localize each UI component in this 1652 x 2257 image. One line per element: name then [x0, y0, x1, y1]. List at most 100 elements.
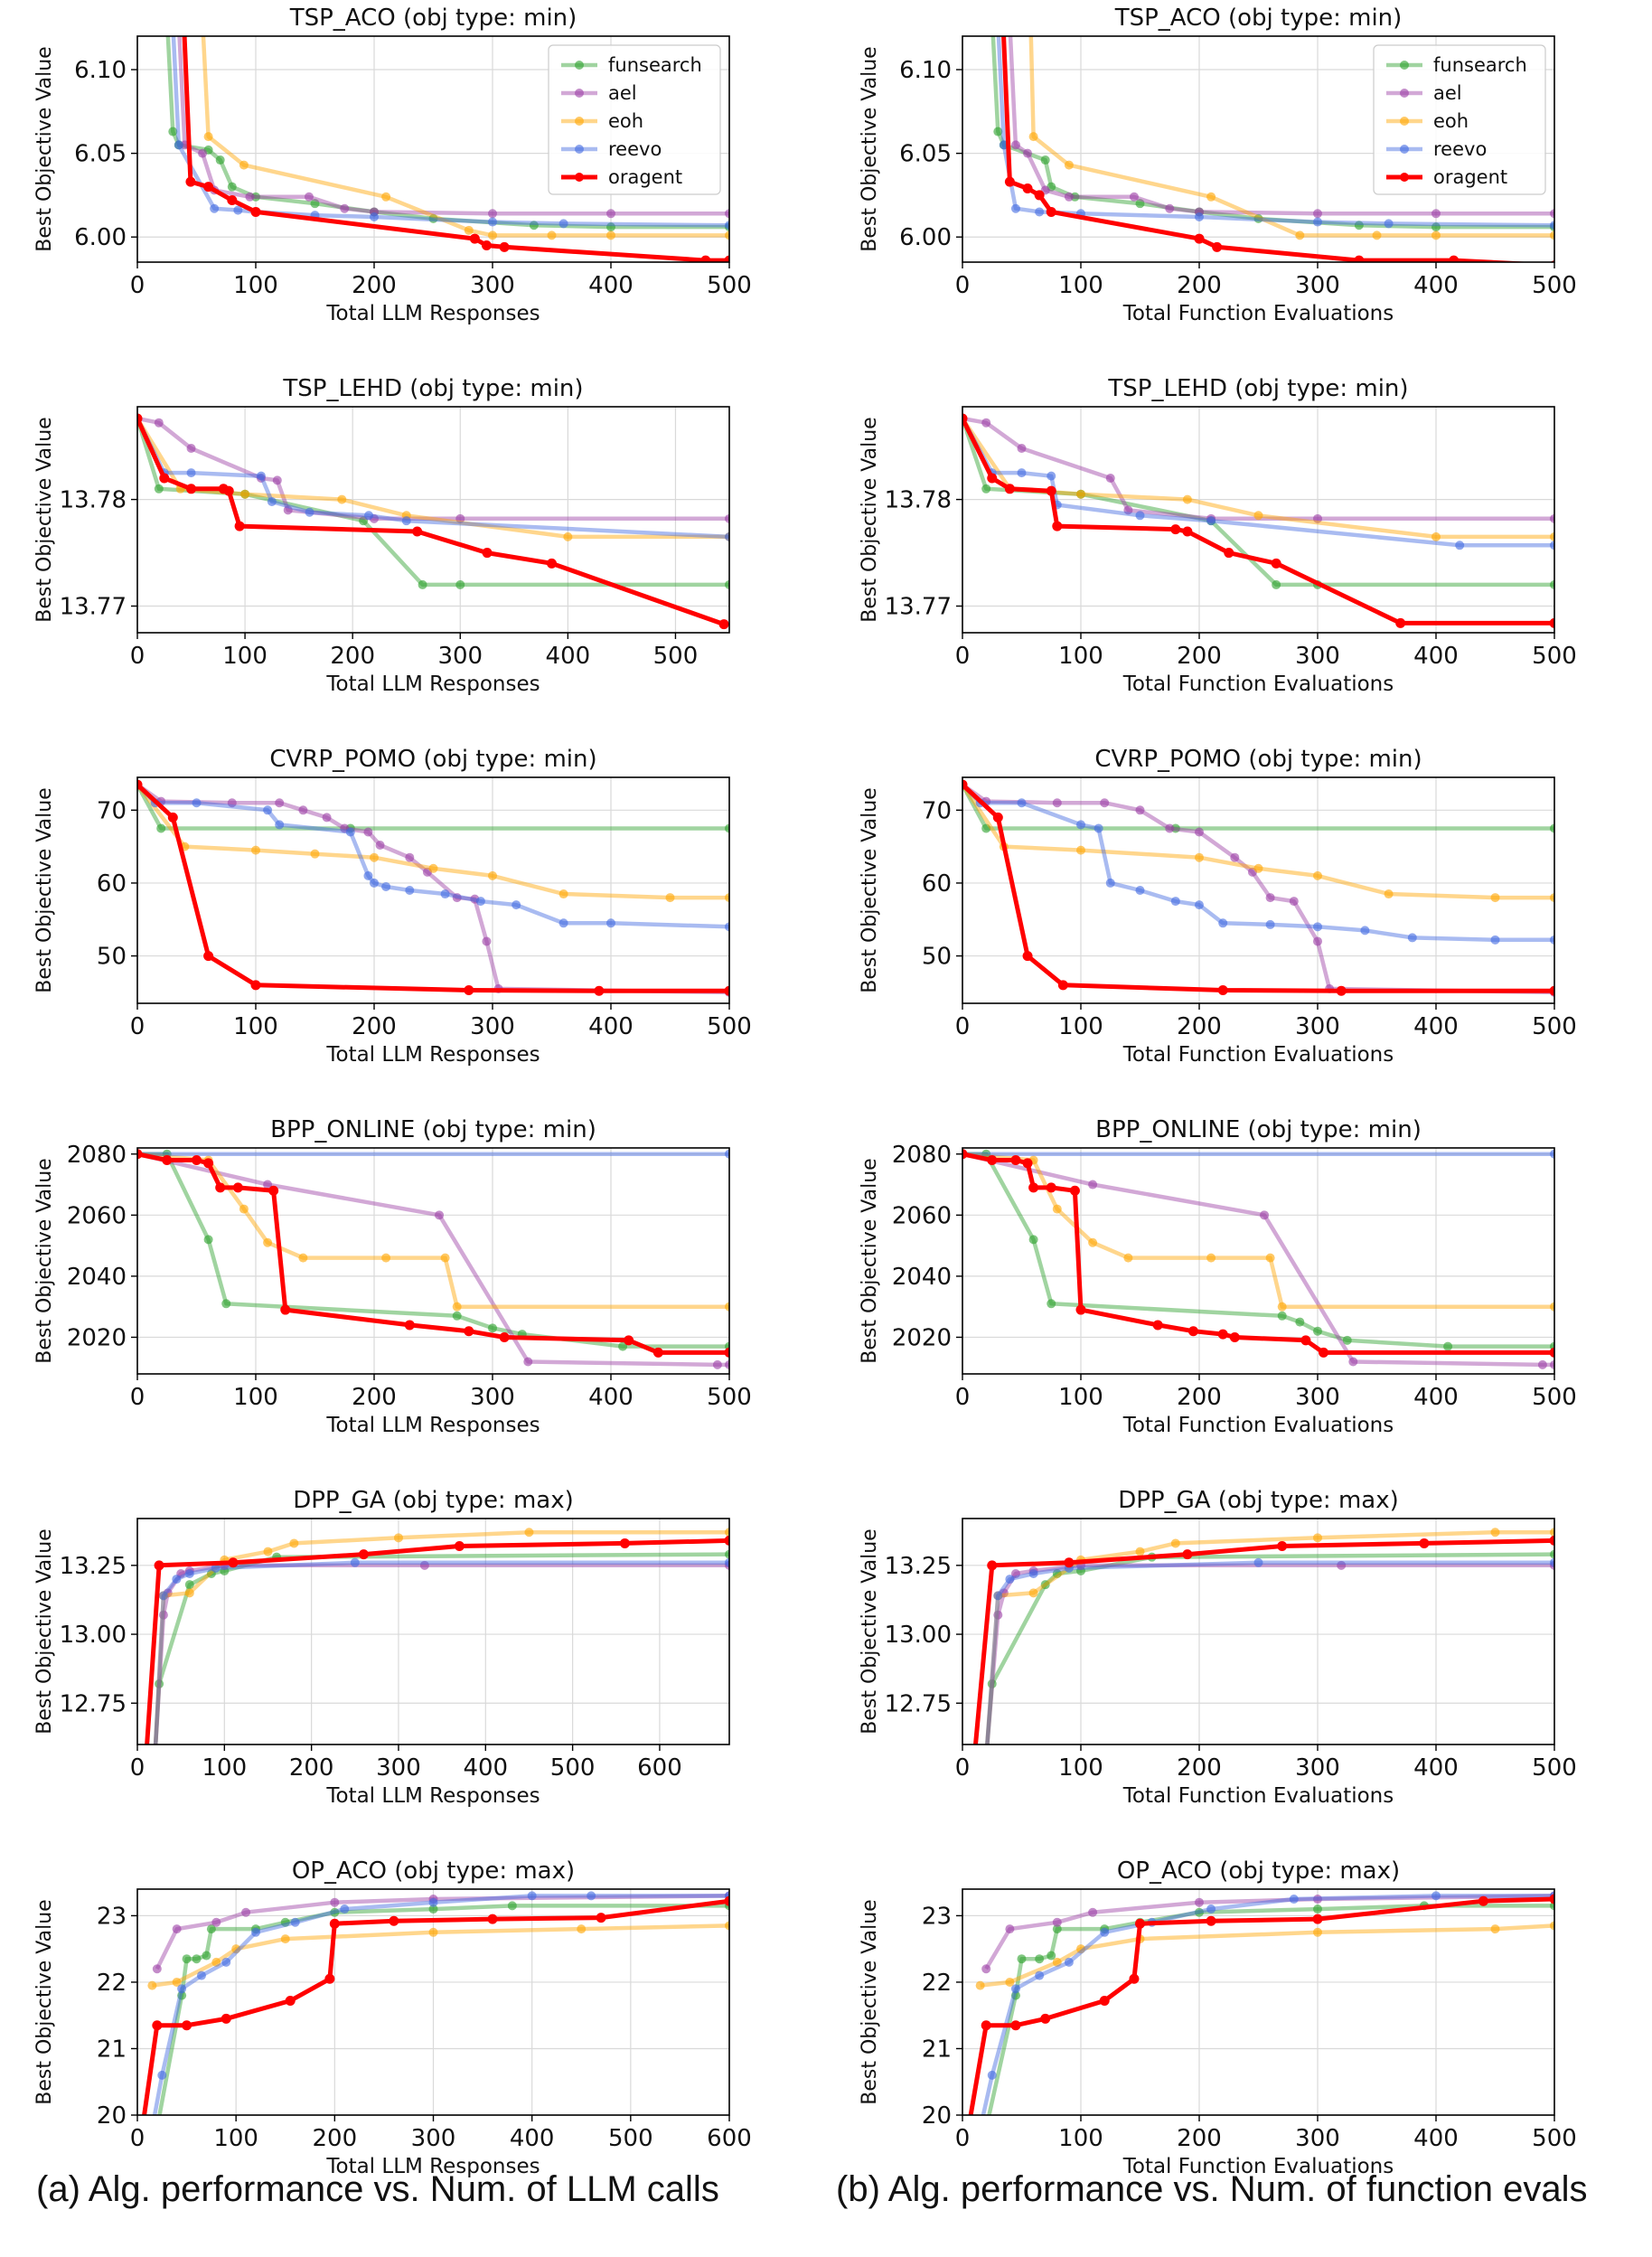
- series-point-oragent: [268, 1185, 279, 1196]
- series-point-funsearch: [182, 1954, 192, 1964]
- series-point-oragent: [215, 1182, 226, 1193]
- series-point-oragent: [487, 1914, 498, 1924]
- series-point-reevo: [1550, 221, 1554, 230]
- series-point-oragent: [652, 1347, 663, 1358]
- series-point-oragent: [1004, 484, 1015, 494]
- series-point-eoh: [147, 1980, 157, 1990]
- series-point-reevo: [1289, 1895, 1299, 1904]
- x-tick-label: 100: [1058, 1754, 1103, 1782]
- series-point-oragent: [962, 1149, 968, 1160]
- x-tick-label: 500: [1532, 1384, 1577, 1411]
- series-point-funsearch: [155, 1679, 164, 1688]
- x-tick-label: 0: [130, 643, 145, 670]
- series-point-oragent: [152, 2020, 163, 2031]
- series-point-reevo: [275, 820, 285, 830]
- axes-frame: [962, 1147, 1555, 1375]
- series-point-eoh: [1028, 132, 1038, 142]
- x-tick-label: 500: [653, 643, 699, 670]
- x-tick-label: 0: [955, 1754, 971, 1782]
- legend-label-eoh: eoh: [1433, 110, 1469, 132]
- series-point-reevo: [1010, 203, 1020, 213]
- caption-llm-calls: (a) Alg. performance vs. Num. of LLM cal…: [36, 2169, 719, 2209]
- x-tick-label: 400: [510, 2125, 555, 2152]
- series-point-funsearch: [1047, 1299, 1056, 1309]
- x-tick-label: 300: [1295, 1754, 1340, 1782]
- series-point-oragent: [1277, 1540, 1288, 1551]
- series-point-eoh: [452, 1302, 462, 1312]
- y-axis-label: Best Objective Value: [859, 1158, 881, 1363]
- series-point-ael: [1064, 192, 1074, 202]
- series-point-oragent: [1028, 1182, 1039, 1193]
- x-tick-label: 400: [588, 272, 634, 299]
- x-tick-label: 300: [376, 1754, 421, 1782]
- chart-panel-5: 0 100 200 300 400 500 50 60 70 CVRP_POMO (obj typ…: [859, 746, 1577, 1067]
- series-point-reevo: [1100, 1927, 1110, 1937]
- series-point-reevo: [1265, 919, 1275, 929]
- y-tick-label: 2080: [892, 1142, 952, 1169]
- axes-frame: [962, 776, 1555, 1004]
- series-point-ael: [1550, 209, 1554, 219]
- x-axis-label: Total LLM Responses: [325, 2155, 540, 2178]
- y-axis-label: Best Objective Value: [33, 1158, 56, 1363]
- series-point-funsearch: [1313, 1326, 1322, 1336]
- series-point-funsearch: [987, 1679, 997, 1688]
- chart-panel-4: 0 100 200 300 400 500 50 60 70 CVRP_POMO (obj typ…: [33, 746, 752, 1067]
- x-tick-label: 300: [470, 272, 515, 299]
- series-point-oragent: [412, 526, 423, 537]
- series-point-oragent: [1152, 1320, 1163, 1331]
- series-point-ael: [725, 1359, 729, 1369]
- legend-label-oragent: oragent: [608, 166, 682, 188]
- series-point-oragent: [987, 473, 998, 484]
- series-point-ael: [1195, 1897, 1204, 1907]
- axes-frame: [136, 776, 730, 1004]
- series-line-eoh: [962, 1152, 1554, 1309]
- x-tick-label: 100: [1058, 1384, 1103, 1411]
- series-point-eoh: [1076, 1944, 1085, 1954]
- series-point-oragent: [1182, 1549, 1193, 1560]
- series-point-oragent: [724, 985, 729, 996]
- series-point-eoh: [263, 1547, 273, 1556]
- chart-panel-11: 0 100 200 300 400 500 20 21 22 23 OP_ACO (obj type…: [859, 1857, 1577, 2178]
- series-point-funsearch: [725, 579, 729, 589]
- series-point-reevo: [186, 468, 196, 478]
- chart-title: DPP_GA (obj type: max): [293, 1487, 574, 1514]
- series-point-oragent: [1040, 2013, 1051, 2024]
- series-point-eoh: [1295, 230, 1305, 240]
- series-point-reevo: [1360, 926, 1370, 936]
- series-point-oragent: [1395, 617, 1406, 628]
- series-point-oragent: [482, 548, 493, 559]
- series-point-oragent: [1129, 1973, 1140, 1984]
- series-point-ael: [1550, 1359, 1554, 1369]
- series-point-funsearch: [154, 484, 164, 494]
- chart-panel-0: 0 100 200 300 400 500 6.00 6.05 6.10 TSP_ACO (obj…: [33, 5, 752, 325]
- x-tick-label: 400: [588, 1013, 634, 1040]
- series-point-reevo: [1218, 918, 1228, 928]
- series-line-reevo: [985, 1560, 1554, 1744]
- series-point-eoh: [428, 863, 438, 873]
- series-point-oragent: [192, 1155, 202, 1166]
- series-point-ael: [1431, 209, 1441, 219]
- x-tick-label: 200: [1177, 2125, 1222, 2152]
- y-tick-label: 2040: [892, 1264, 952, 1291]
- series-point-eoh: [488, 870, 497, 880]
- series-point-eoh: [240, 489, 250, 499]
- series-point-funsearch: [1272, 579, 1281, 589]
- series-point-reevo: [1094, 823, 1103, 833]
- chart-title: CVRP_POMO (obj type: min): [1094, 746, 1422, 773]
- grid-lines: [962, 1519, 1555, 1744]
- x-tick-label: 0: [955, 643, 971, 670]
- series-point-reevo: [1384, 219, 1394, 229]
- caption-function-evals: (b) Alg. performance vs. Num. of functio…: [836, 2169, 1588, 2209]
- x-tick-label: 100: [213, 2125, 258, 2152]
- series-point-ael: [1135, 805, 1145, 815]
- series-point-reevo: [1490, 935, 1500, 945]
- series-point-oragent: [962, 779, 968, 790]
- x-tick-label: 0: [130, 1013, 145, 1040]
- series-point-reevo: [1431, 1891, 1441, 1901]
- series-point-eoh: [1490, 1528, 1500, 1538]
- series-point-oragent: [1022, 1158, 1033, 1169]
- series-point-oragent: [1319, 1347, 1329, 1358]
- series-point-oragent: [1075, 1304, 1086, 1315]
- series-point-eoh: [1135, 1547, 1145, 1556]
